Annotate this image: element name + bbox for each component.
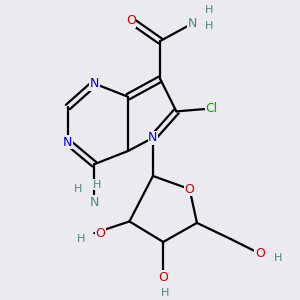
Text: O: O <box>185 183 194 196</box>
Text: N: N <box>188 17 197 30</box>
Text: O: O <box>95 227 105 240</box>
Text: Cl: Cl <box>206 102 218 115</box>
Text: H: H <box>273 253 282 263</box>
Text: O: O <box>126 14 136 27</box>
Text: N: N <box>63 136 73 149</box>
Text: H: H <box>93 180 101 190</box>
Text: O: O <box>158 271 168 284</box>
Text: H: H <box>205 5 213 15</box>
Text: N: N <box>148 131 158 144</box>
Text: H: H <box>74 184 82 194</box>
Text: N: N <box>90 77 99 90</box>
Text: H: H <box>77 234 85 244</box>
Text: H: H <box>160 288 169 298</box>
Text: H: H <box>205 21 213 31</box>
Text: O: O <box>255 247 265 260</box>
Text: N: N <box>90 196 99 209</box>
